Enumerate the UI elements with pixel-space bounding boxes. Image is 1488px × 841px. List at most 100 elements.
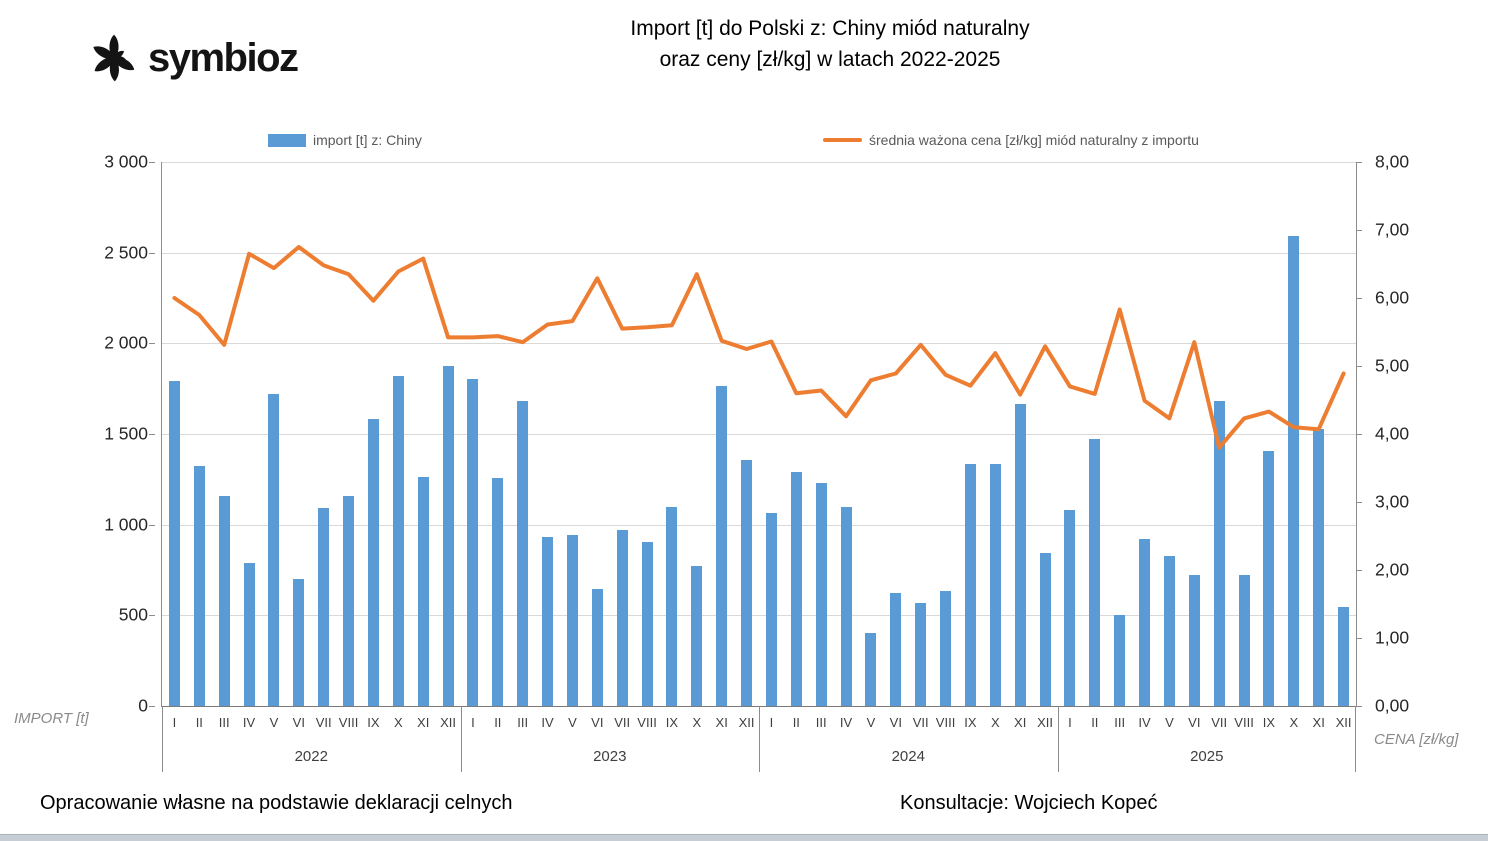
price-line (172, 245, 1346, 450)
import-bar (343, 495, 355, 706)
month-label: XII (738, 715, 755, 730)
month-label: III (815, 715, 827, 730)
import-bar (890, 592, 902, 706)
month-label: VI (1188, 715, 1201, 730)
month-label: IX (964, 715, 977, 730)
right-axis-tick-label: 8,00 (1375, 151, 1410, 172)
month-label: III (218, 715, 230, 730)
month-label: VII (614, 715, 631, 730)
year-divider (460, 706, 462, 772)
import-bar (1263, 451, 1275, 706)
import-bar (616, 530, 628, 706)
year-label: 2022 (294, 748, 328, 765)
import-bar (392, 376, 404, 706)
import-bar (318, 508, 330, 706)
year-label: 2024 (891, 748, 925, 765)
chart-title: Import [t] do Polski z: Chiny miód natur… (320, 13, 1340, 75)
month-label: IV (541, 715, 554, 730)
year-divider (162, 706, 163, 772)
month-label: VI (591, 715, 604, 730)
left-axis-tick-label: 1 000 (104, 514, 148, 535)
axis-tick (149, 434, 155, 435)
import-bar (790, 472, 802, 706)
right-axis-tick-label: 4,00 (1375, 423, 1410, 444)
gridline (162, 615, 1356, 617)
axis-tick (1356, 638, 1362, 639)
month-label: VIII (1234, 715, 1254, 730)
import-bar (293, 579, 305, 706)
import-bar (1238, 575, 1250, 706)
month-label: X (990, 715, 1000, 730)
left-axis: 3 000 2 500 2 000 1 500 1 000 500 0 (0, 152, 155, 716)
import-bar (691, 566, 703, 706)
axis-tick (1356, 502, 1362, 503)
right-axis-tick-label: 2,00 (1375, 559, 1410, 580)
import-bar (915, 602, 927, 706)
left-axis-tick-label: 2 500 (104, 242, 148, 263)
import-bar (218, 495, 230, 706)
month-label: X (692, 715, 702, 730)
month-label: XII (1335, 715, 1352, 730)
gridline (162, 434, 1356, 435)
right-axis-tick-label: 5,00 (1375, 355, 1410, 376)
month-label: I (471, 715, 475, 730)
import-bar (964, 463, 976, 706)
axis-tick (1356, 366, 1362, 367)
left-axis-tick-label: 3 000 (104, 151, 148, 172)
month-label: XII (440, 715, 457, 730)
logo-text: symbioz (148, 35, 299, 80)
import-bar (1064, 510, 1076, 706)
left-axis-tick-label: 1 500 (104, 423, 148, 444)
year-label: 2025 (1190, 748, 1224, 765)
legend-bar-label: import [t] z: Chiny (313, 132, 422, 148)
price-line-layer (172, 245, 1346, 450)
import-bar (417, 476, 429, 706)
month-label: II (195, 715, 203, 730)
axis-tick (149, 524, 155, 526)
import-bar (765, 512, 777, 706)
month-label: XI (1312, 715, 1325, 730)
right-axis-tick-label: 6,00 (1375, 287, 1410, 308)
legend-line-swatch (823, 138, 862, 142)
import-bar (168, 381, 180, 706)
axis-tick (1356, 298, 1362, 299)
year-label: 2023 (593, 748, 627, 765)
axis-tick (1356, 570, 1362, 571)
import-bar (865, 632, 877, 706)
legend-line-label: średnia ważona cena [zł/kg] miód natural… (869, 132, 1199, 148)
month-label: IV (1138, 715, 1151, 730)
month-label: XI (417, 715, 430, 730)
chart-title-line1: Import [t] do Polski z: Chiny miód natur… (630, 17, 1030, 40)
month-label: VII (1211, 715, 1228, 730)
import-bar (1188, 575, 1200, 706)
plot-area: I II III IV V VI VII VIII IX X XI XII I II III IV V VI VII… (161, 162, 1357, 772)
axis-tick (149, 343, 155, 345)
import-bar (1089, 439, 1101, 706)
axis-tick (149, 252, 155, 254)
axis-tick (1356, 434, 1362, 435)
year-label-row: 2022 2023 2024 2025 (162, 748, 1356, 765)
import-bar (542, 536, 554, 706)
month-label: V (1165, 715, 1174, 730)
import-bar (367, 418, 379, 706)
left-axis-tick-label: 2 000 (104, 332, 148, 353)
month-label: X (393, 715, 403, 730)
import-bar (243, 562, 255, 706)
gridline (162, 162, 1356, 163)
import-bar (1213, 401, 1225, 706)
axis-tick (149, 706, 155, 707)
import-bar (268, 394, 280, 706)
right-axis-title: CENA [zł/kg] (1374, 731, 1459, 748)
import-bar (1163, 555, 1175, 706)
month-label: II (494, 715, 502, 730)
month-label: VI (292, 715, 305, 730)
month-label: VIII (935, 715, 956, 730)
legend-item-price: średnia ważona cena [zł/kg] miód natural… (823, 131, 1199, 149)
gridline (162, 524, 1356, 526)
flower-icon (93, 34, 135, 82)
month-label: IV (839, 715, 853, 730)
month-label: IX (367, 715, 380, 730)
import-bar (193, 465, 205, 706)
month-label: VIII (637, 715, 657, 730)
